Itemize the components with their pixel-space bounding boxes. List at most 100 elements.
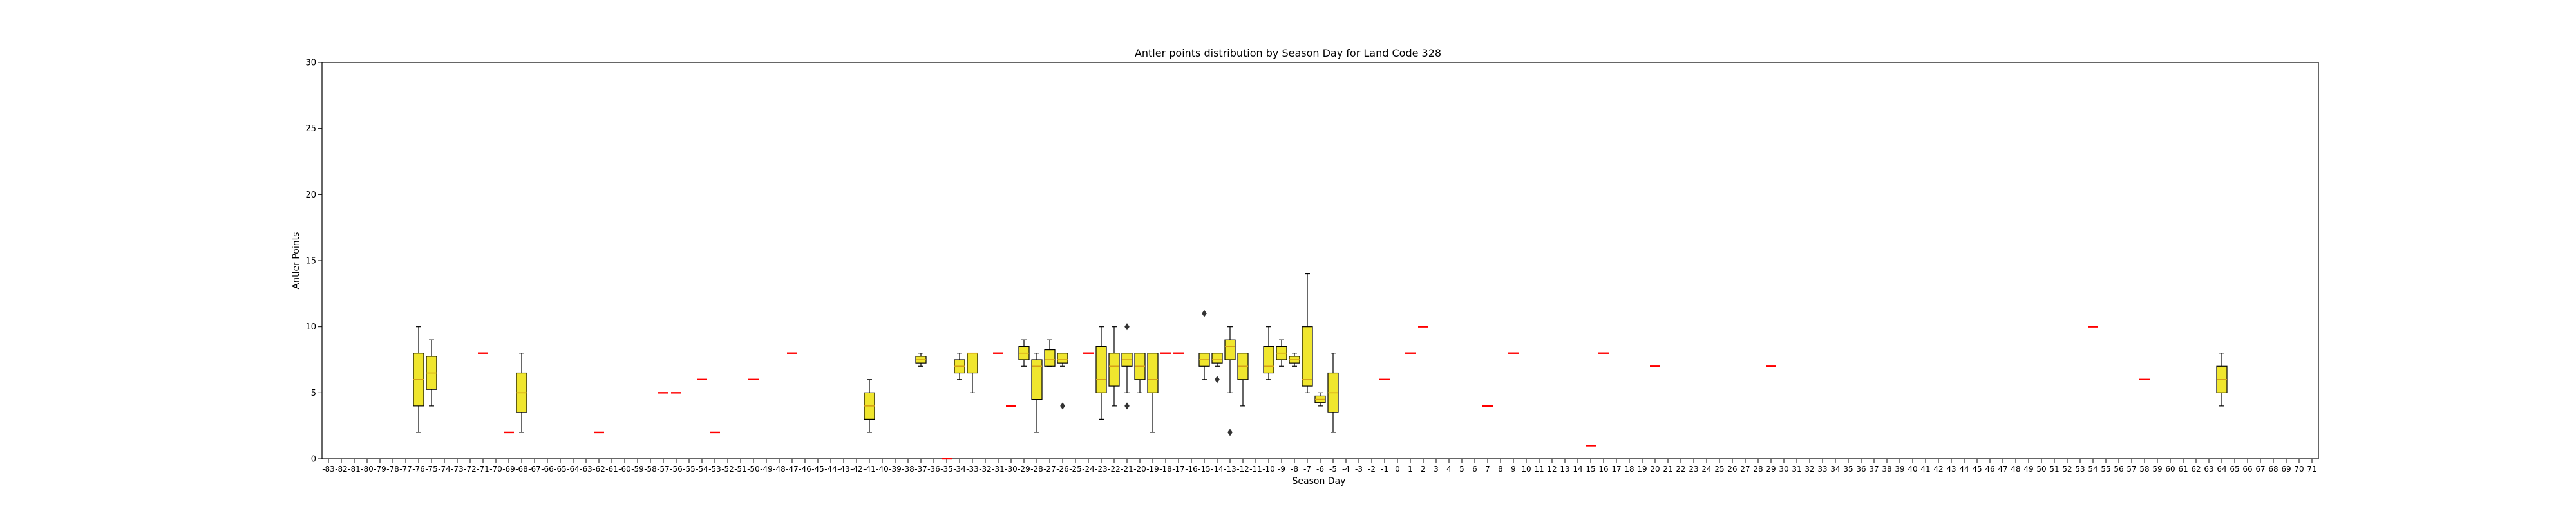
y-tick-label: 10 [305, 322, 316, 332]
x-tick-label: -79 [374, 465, 386, 474]
x-tick-label: 42 [1933, 465, 1943, 474]
x-tick-label: -44 [824, 465, 837, 474]
y-tick-label: 30 [305, 59, 316, 68]
x-tick-label: 69 [2281, 465, 2291, 474]
y-tick-label: 15 [305, 257, 316, 266]
x-tick-label: 66 [2242, 465, 2252, 474]
x-tick-label: 50 [2036, 465, 2046, 474]
x-tick-label: 68 [2268, 465, 2278, 474]
box-body [1302, 326, 1313, 387]
x-tick-label: -45 [811, 465, 824, 474]
x-tick-label: -1 [1381, 465, 1388, 474]
x-tick-label: 1 [1408, 465, 1413, 474]
x-tick-label: 60 [2165, 465, 2175, 474]
x-tick-label: -30 [1005, 465, 1018, 474]
x-tick-label: 67 [2255, 465, 2265, 474]
box-group [1302, 273, 1313, 393]
flier-point [1124, 323, 1130, 331]
box-body [1057, 353, 1068, 364]
x-tick-label: -60 [618, 465, 631, 474]
x-tick-label: 8 [1498, 465, 1503, 474]
x-tick-label: 16 [1598, 465, 1608, 474]
box-group [1147, 353, 1159, 433]
y-tick-label: 20 [305, 190, 316, 200]
x-tick-label: 71 [2307, 465, 2316, 474]
x-tick-label: -74 [438, 465, 451, 474]
x-tick-label: -64 [567, 465, 580, 474]
x-tick-label: -63 [580, 465, 592, 474]
x-tick-label: 37 [1869, 465, 1879, 474]
x-tick-label: -56 [670, 465, 683, 474]
x-tick-label: -13 [1224, 465, 1236, 474]
x-tick-label: -73 [451, 465, 464, 474]
box-group [1044, 339, 1056, 367]
x-tick-label: 51 [2049, 465, 2059, 474]
x-tick-label: -76 [412, 465, 425, 474]
x-tick-label: -19 [1146, 465, 1159, 474]
box-group [1263, 326, 1274, 380]
x-tick-label: -71 [477, 465, 489, 474]
x-tick-label: 48 [2011, 465, 2020, 474]
box-group [1327, 353, 1339, 433]
x-tick-label: -24 [1082, 465, 1095, 474]
x-tick-label: 29 [1766, 465, 1776, 474]
box-body [1263, 346, 1274, 374]
x-tick-label: 53 [2075, 465, 2085, 474]
box-group [1121, 323, 1133, 410]
x-tick-label: -50 [747, 465, 760, 474]
x-tick-label: -9 [1278, 465, 1285, 474]
x-tick-label: 62 [2191, 465, 2201, 474]
x-tick-label: -43 [837, 465, 850, 474]
x-tick-label: -62 [592, 465, 605, 474]
x-tick-label: -34 [953, 465, 966, 474]
box-group [1018, 339, 1030, 367]
x-tick-label: -37 [914, 465, 927, 474]
x-tick-label: -11 [1249, 465, 1262, 474]
box-group [1031, 353, 1043, 433]
x-tick-label: -47 [786, 465, 799, 474]
x-tick-label: -35 [940, 465, 953, 474]
x-tick-label: 64 [2217, 465, 2226, 474]
x-tick-label: -33 [966, 465, 979, 474]
x-tick-label: 34 [1830, 465, 1840, 474]
flier-point [1227, 429, 1233, 436]
box-group [426, 339, 437, 407]
x-tick-label: 54 [2088, 465, 2098, 474]
x-tick-label: -10 [1262, 465, 1275, 474]
x-tick-label: 32 [1804, 465, 1814, 474]
x-tick-label: -68 [515, 465, 528, 474]
box-group [1095, 326, 1107, 420]
x-tick-label: -5 [1329, 465, 1337, 474]
x-tick-label: 39 [1895, 465, 1904, 474]
x-tick-label: 43 [1946, 465, 1956, 474]
x-tick-label: -29 [1018, 465, 1030, 474]
box-group [1276, 339, 1287, 367]
x-tick-label: 3 [1434, 465, 1439, 474]
x-tick-label: -65 [554, 465, 567, 474]
box-group [1314, 392, 1326, 407]
x-tick-label: 4 [1446, 465, 1452, 474]
x-tick-label: -77 [399, 465, 412, 474]
x-tick-label: 57 [2126, 465, 2136, 474]
x-tick-label: -58 [644, 465, 657, 474]
x-tick-label: 30 [1779, 465, 1788, 474]
x-tick-label: 61 [2178, 465, 2188, 474]
x-tick-label: 14 [1573, 465, 1582, 474]
x-tick-label: 65 [2230, 465, 2239, 474]
x-tick-label: -59 [631, 465, 644, 474]
x-tick-label: -51 [734, 465, 747, 474]
x-tick-label: 13 [1560, 465, 1569, 474]
box-body [1044, 349, 1056, 367]
x-tick-label: -12 [1236, 465, 1249, 474]
x-tick-label: 12 [1547, 465, 1557, 474]
box-group [1289, 353, 1300, 367]
x-tick-label: 7 [1485, 465, 1490, 474]
x-tick-label: 2 [1421, 465, 1426, 474]
box-body [1108, 353, 1120, 387]
x-tick-label: 25 [1714, 465, 1724, 474]
x-tick-label: -61 [605, 465, 618, 474]
x-tick-label: 46 [1985, 465, 1994, 474]
x-tick-label: -4 [1342, 465, 1350, 474]
flier-point [1124, 402, 1130, 410]
